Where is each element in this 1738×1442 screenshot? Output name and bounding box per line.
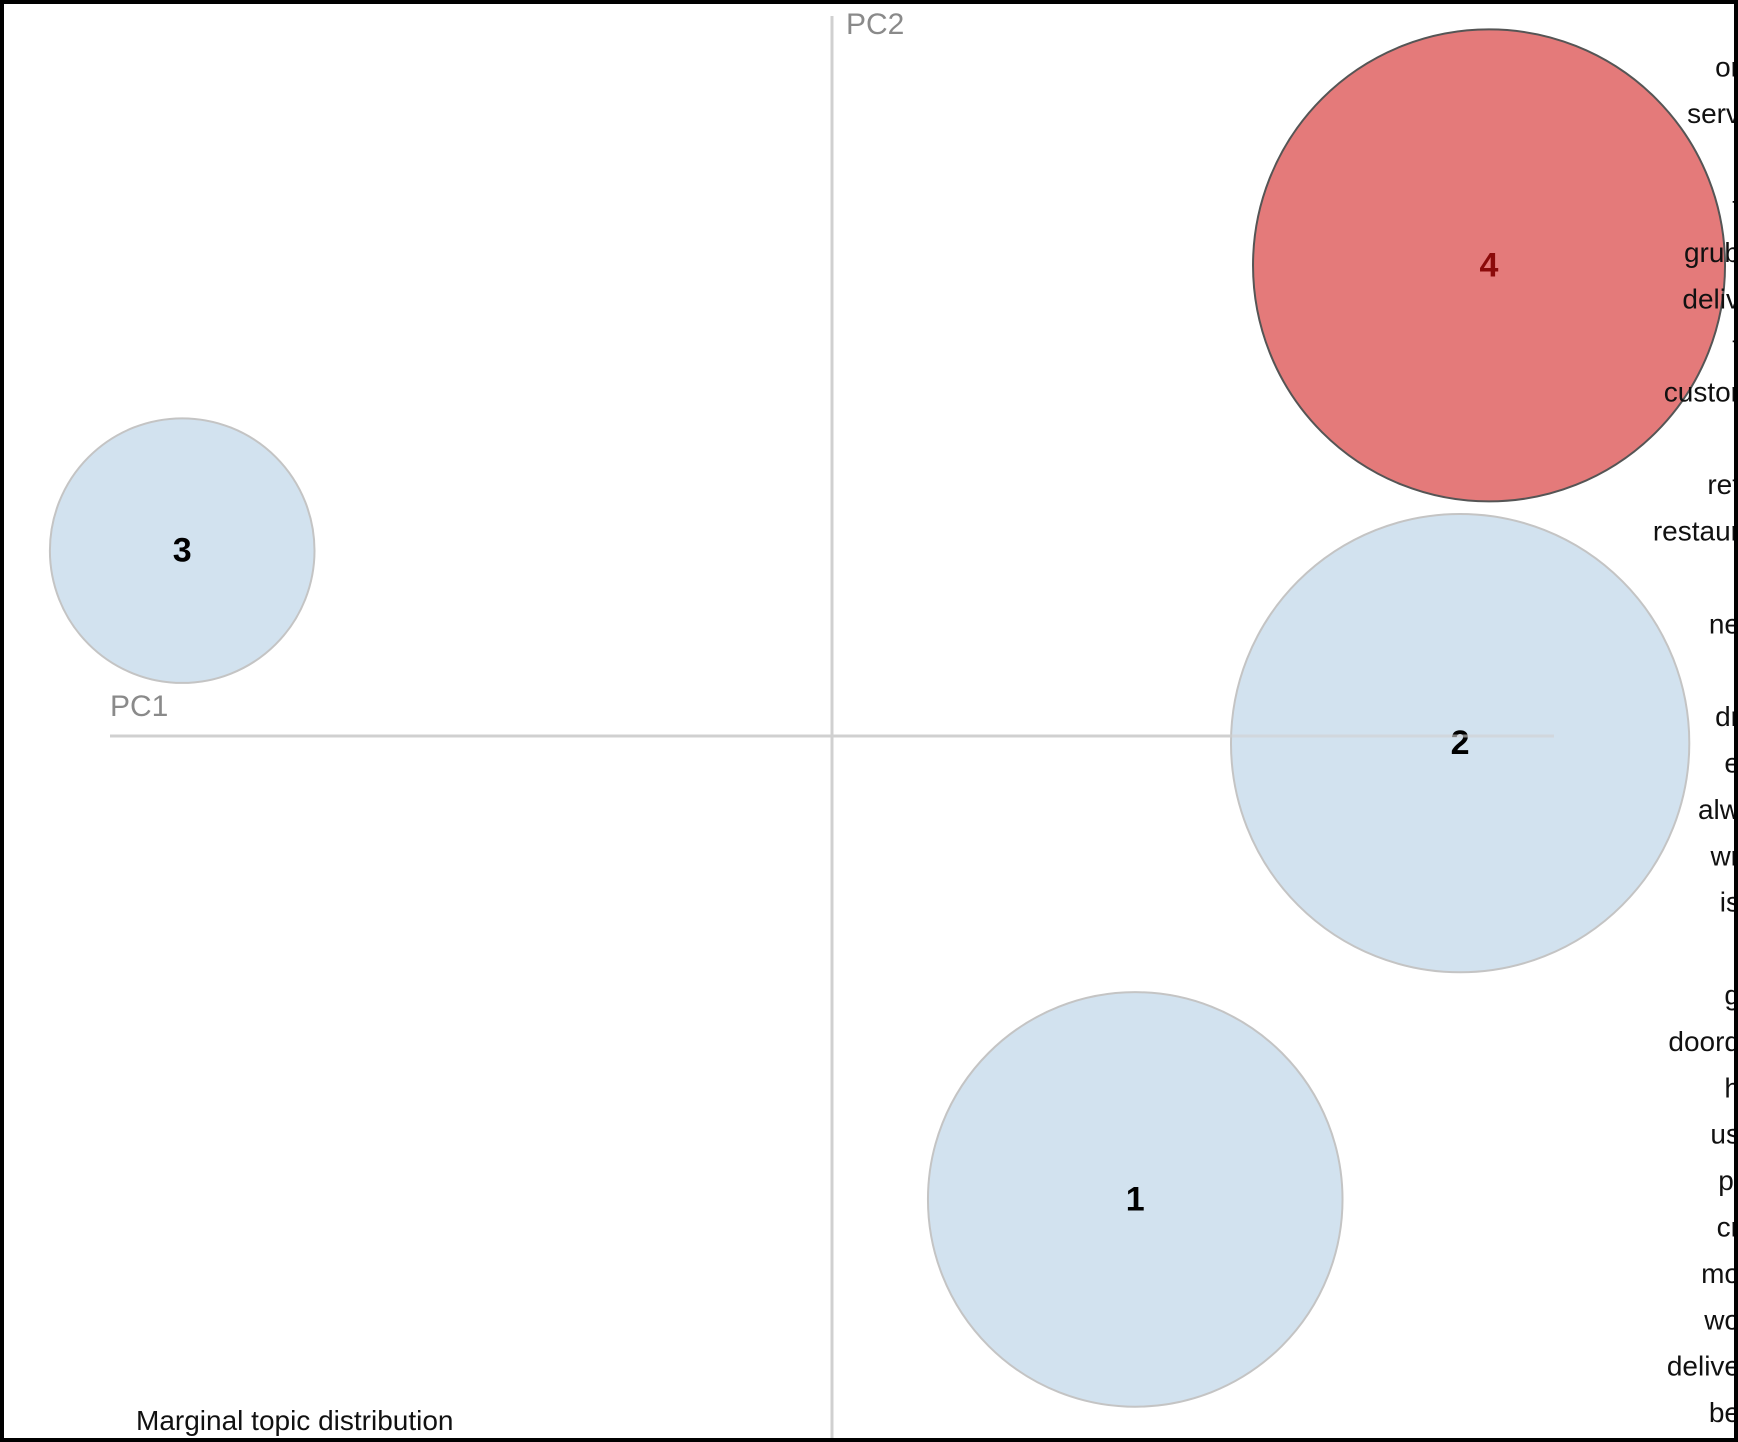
term-label[interactable]: dr <box>1715 701 1738 732</box>
term-label[interactable]: cr <box>1717 1212 1738 1243</box>
term-label[interactable]: wr <box>1709 840 1738 871</box>
topic-bubble-label-3: 3 <box>173 532 192 570</box>
term-label[interactable]: or <box>1715 52 1738 83</box>
term-label[interactable]: us <box>1710 1119 1738 1150</box>
legend-title: Marginal topic distribution <box>136 1405 454 1436</box>
term-label[interactable]: alw <box>1698 794 1738 825</box>
term-label[interactable]: g <box>1724 980 1738 1011</box>
term-label[interactable]: delive <box>1667 1351 1738 1382</box>
term-label[interactable]: pl <box>1718 1165 1738 1196</box>
term-label[interactable]: custor <box>1664 376 1738 407</box>
term-label[interactable]: be <box>1709 1397 1738 1428</box>
term-label[interactable]: h <box>1724 1072 1738 1103</box>
topic-bubble-3[interactable] <box>48 417 316 684</box>
topic-bubble-label-4: 4 <box>1480 246 1499 284</box>
pc1-axis-label: PC1 <box>110 690 168 723</box>
term-label[interactable]: grub <box>1684 237 1738 268</box>
pc2-axis-label: PC2 <box>846 8 904 41</box>
term-label[interactable]: doord <box>1668 1026 1738 1057</box>
term-label[interactable]: serv <box>1687 98 1738 129</box>
topic-map-chart: PC1 PC2 1 2 3 4 or serv f grub deliv t custor ref r… <box>48 8 1738 1438</box>
term-list: or serv f grub deliv t custor ref restaur ne dr e al… <box>1653 52 1738 1429</box>
term-label[interactable]: i <box>1734 933 1738 964</box>
topic-bubble-4[interactable] <box>1252 28 1727 503</box>
term-label[interactable]: mo <box>1701 1258 1738 1289</box>
term-label[interactable]: deliv <box>1682 284 1738 315</box>
term-label[interactable]: wo <box>1703 1304 1738 1335</box>
term-label[interactable]: f <box>1732 191 1738 222</box>
term-label[interactable]: ne <box>1709 608 1738 639</box>
topic-bubbles: 1 2 3 4 <box>48 28 1727 1408</box>
term-label[interactable]: e <box>1724 748 1738 779</box>
topic-bubble-2[interactable] <box>1229 512 1691 974</box>
term-label[interactable]: t <box>1732 330 1738 361</box>
term-label[interactable]: ref <box>1707 469 1738 500</box>
term-label[interactable]: restaur <box>1653 516 1738 547</box>
topic-bubble-label-2: 2 <box>1451 724 1470 762</box>
topic-bubble-label-1: 1 <box>1126 1180 1145 1218</box>
term-label[interactable]: is <box>1720 887 1738 918</box>
topic-bubble-1[interactable] <box>926 991 1344 1408</box>
